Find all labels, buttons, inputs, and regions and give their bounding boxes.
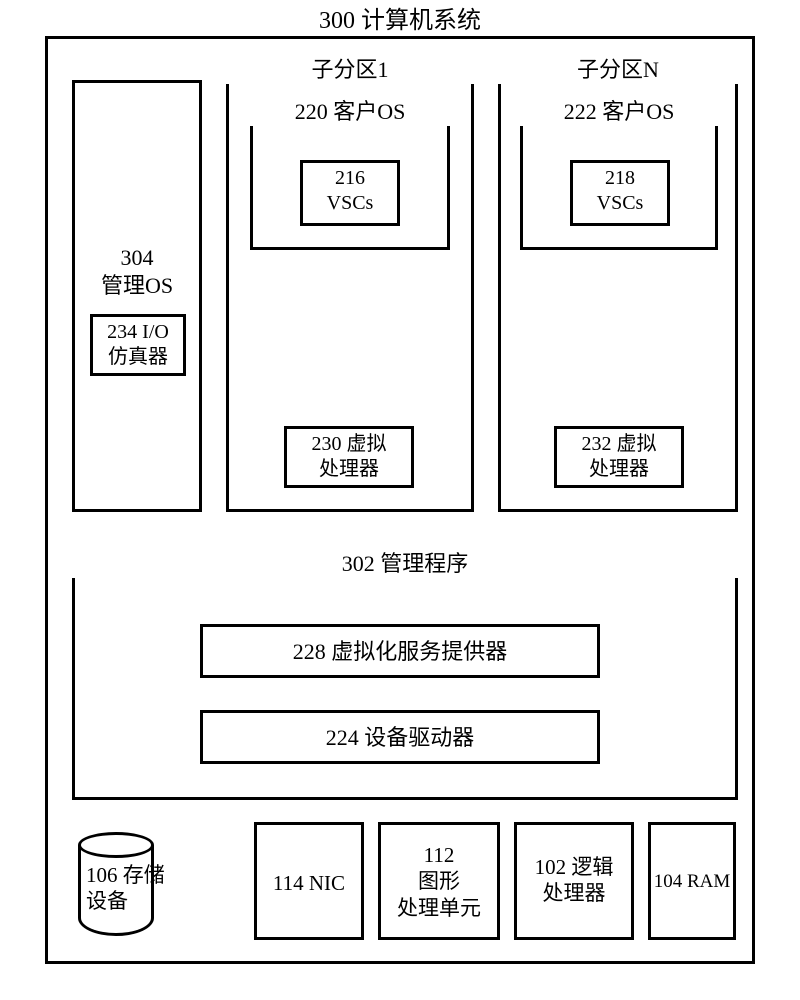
vsp-label: 228 虚拟化服务提供器 xyxy=(200,638,600,666)
gpu-label: 112 图形 处理单元 xyxy=(378,842,500,921)
partitionN-title: 子分区N xyxy=(498,56,738,84)
cpu-label: 102 逻辑 处理器 xyxy=(514,854,634,907)
nic-label: 114 NIC xyxy=(254,870,364,896)
partition1-vproc-label: 230 虚拟 处理器 xyxy=(284,432,414,482)
ram-label: 104 RAM xyxy=(648,870,736,894)
hypervisor-box xyxy=(72,574,738,800)
hypervisor-title: 302 管理程序 xyxy=(72,550,738,578)
system-title: 300 计算机系统 xyxy=(260,6,540,36)
partitionN-vscs-label: 218 VSCs xyxy=(570,166,670,216)
partitionN-vproc-label: 232 虚拟 处理器 xyxy=(554,432,684,482)
partitionN-guest-os-label: 222 客户OS xyxy=(520,98,718,126)
partition1-vscs-label: 216 VSCs xyxy=(300,166,400,216)
partition1-guest-os-label: 220 客户OS xyxy=(250,98,450,126)
partition1-title: 子分区1 xyxy=(226,56,474,84)
io-emulator-label: 234 I/O 仿真器 xyxy=(90,320,186,370)
driver-label: 224 设备驱动器 xyxy=(200,724,600,752)
mgmt-os-label: 304 管理OS xyxy=(82,244,192,299)
